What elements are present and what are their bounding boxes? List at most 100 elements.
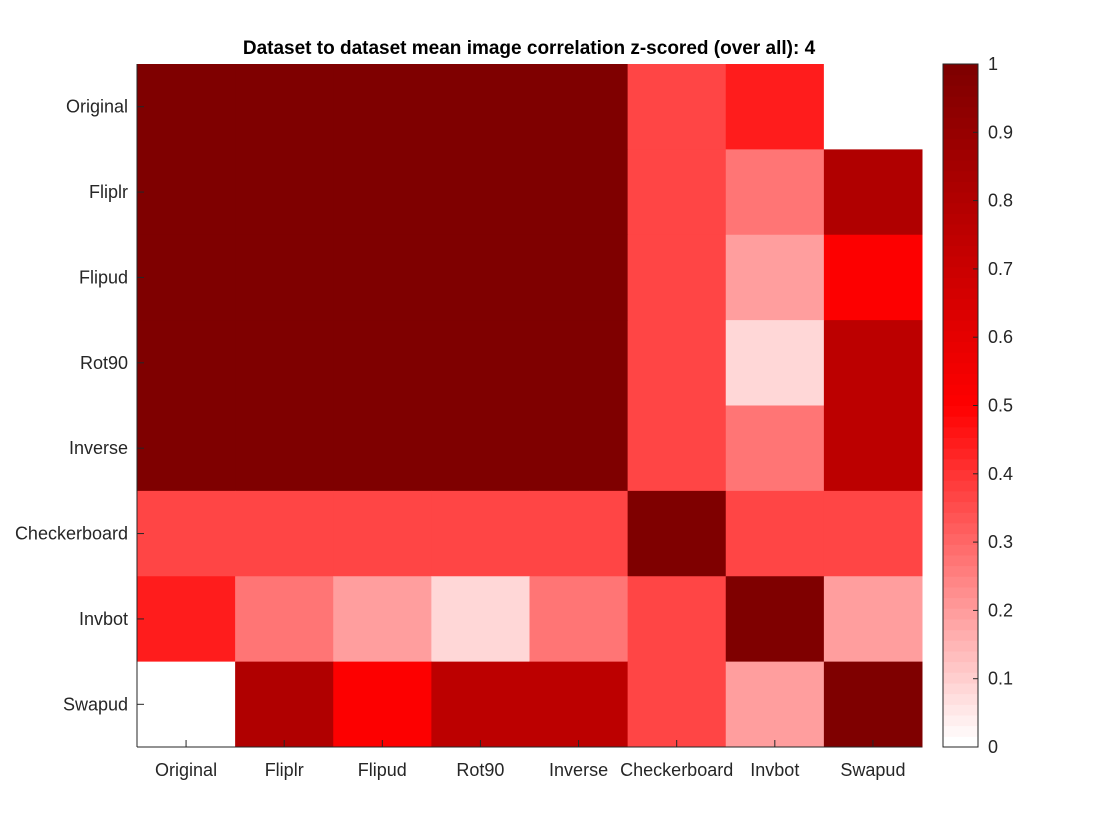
colorbar-band xyxy=(943,341,978,353)
heatmap-cell xyxy=(529,234,629,321)
colorbar-band xyxy=(943,224,978,236)
colorbar-tick-label: 0.3 xyxy=(988,532,1013,552)
heatmap-cell xyxy=(725,320,825,406)
heatmap-cell xyxy=(823,661,923,748)
colorbar-band xyxy=(943,682,978,695)
heatmap-cell xyxy=(431,576,530,663)
colorbar-band xyxy=(943,448,978,460)
colorbar-band xyxy=(943,522,978,535)
colorbar-band xyxy=(943,266,978,278)
colorbar-tick-label: 1 xyxy=(988,54,998,74)
colorbar-band xyxy=(943,138,978,150)
colorbar-band xyxy=(943,362,978,374)
heatmap-axes xyxy=(136,64,922,748)
colorbar-band xyxy=(943,490,978,503)
y-tick-label: Original xyxy=(66,97,128,117)
heatmap-cell xyxy=(431,661,530,748)
colorbar-band xyxy=(943,277,978,289)
heatmap-cell xyxy=(529,405,629,492)
colorbar-band xyxy=(943,234,978,246)
colorbar-band xyxy=(943,640,978,652)
colorbar-band xyxy=(943,725,978,737)
heatmap-cell xyxy=(725,234,825,321)
heatmap-cell xyxy=(627,149,727,236)
colorbar-band xyxy=(943,202,978,214)
colorbar-tick-label: 0.4 xyxy=(988,464,1013,484)
heatmap-cell xyxy=(137,320,236,406)
y-tick-label: Fliplr xyxy=(89,182,128,202)
heatmap-cell xyxy=(431,490,530,577)
colorbar-band xyxy=(943,608,978,620)
colorbar-band xyxy=(943,373,978,385)
colorbar-band xyxy=(943,565,978,577)
colorbar-band xyxy=(943,320,978,332)
colorbar-band xyxy=(943,245,978,257)
colorbar-band xyxy=(943,288,978,300)
heatmap-cell xyxy=(137,490,236,577)
heatmap-cell xyxy=(333,490,432,577)
heatmap-cell xyxy=(725,576,825,663)
x-tick-label: Swapud xyxy=(840,760,905,780)
colorbar-band xyxy=(943,736,978,748)
colorbar-band xyxy=(943,693,978,705)
colorbar-band xyxy=(943,704,978,716)
colorbar-band xyxy=(943,128,978,140)
colorbar-band xyxy=(943,650,978,663)
x-tick-label: Fliplr xyxy=(265,760,304,780)
colorbar-tick-label: 0.6 xyxy=(988,327,1013,347)
heatmap-cell xyxy=(529,64,629,150)
heatmap-cell xyxy=(235,149,334,236)
heatmap-cell xyxy=(823,149,923,236)
heatmap-cell xyxy=(431,234,530,321)
y-tick-label: Invbot xyxy=(79,609,128,629)
colorbar-band xyxy=(943,181,978,193)
colorbar-band xyxy=(943,192,978,204)
heatmap-cell xyxy=(333,405,432,492)
colorbar-band xyxy=(943,437,978,449)
heatmap-cell xyxy=(431,149,530,236)
heatmap-cell xyxy=(333,576,432,663)
colorbar-band xyxy=(943,469,978,481)
heatmap-cell xyxy=(333,234,432,321)
heatmap-cell xyxy=(333,64,432,150)
heatmap-cell xyxy=(823,405,923,492)
y-tick-labels: Original Fliplr Flipud Rot90 Inverse Checkerb… xyxy=(15,97,128,715)
heatmap-cell xyxy=(627,490,727,577)
y-tick-label: Swapud xyxy=(63,694,128,714)
colorbar-band xyxy=(943,426,978,439)
heatmap-cell xyxy=(725,64,825,150)
heatmap-cell xyxy=(725,149,825,236)
colorbar-band xyxy=(943,160,978,172)
heatmap-cell xyxy=(529,490,629,577)
heatmap-cell xyxy=(431,405,530,492)
colorbar-band xyxy=(943,597,978,609)
colorbar-band xyxy=(943,394,978,406)
heatmap-cell xyxy=(235,234,334,321)
colorbar-tick-label: 0.1 xyxy=(988,669,1013,689)
heatmap-cell xyxy=(137,405,236,492)
heatmap-cell xyxy=(431,64,530,150)
colorbar-band xyxy=(943,352,978,364)
heatmap-cell xyxy=(137,234,236,321)
colorbar-band xyxy=(943,458,978,471)
colorbar-band xyxy=(943,480,978,492)
colorbar xyxy=(942,63,979,748)
colorbar-tick-label: 0.2 xyxy=(988,600,1013,620)
heatmap-cell xyxy=(725,490,825,577)
x-tick-label: Inverse xyxy=(549,760,608,780)
colorbar-band xyxy=(943,544,978,556)
heatmap-cell xyxy=(725,405,825,492)
y-tick-label: Flipud xyxy=(79,267,128,287)
heatmap-cell xyxy=(823,234,923,321)
colorbar-band xyxy=(943,554,978,567)
y-tick-label: Checkerboard xyxy=(15,524,128,544)
heatmap-cell xyxy=(627,64,727,150)
heatmap-cells xyxy=(137,64,923,748)
colorbar-band xyxy=(943,672,978,684)
y-tick-label: Rot90 xyxy=(80,353,128,373)
heatmap-cell xyxy=(235,661,334,748)
heatmap-cell xyxy=(235,64,334,150)
heatmap-cell xyxy=(823,64,923,150)
colorbar-band xyxy=(943,117,978,129)
